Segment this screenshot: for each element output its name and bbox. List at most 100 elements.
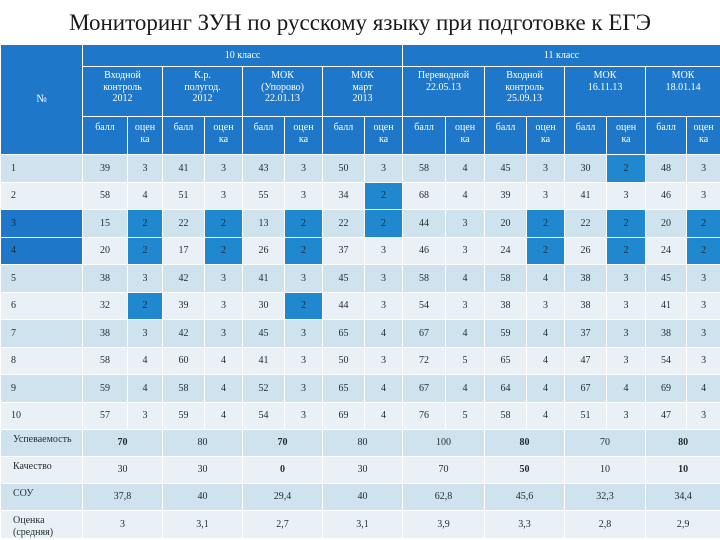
grade-cell: 4 bbox=[445, 181, 486, 210]
score-cell: 24 bbox=[645, 236, 688, 265]
grade-cell: 3 bbox=[204, 181, 243, 210]
grade-cell: 3 bbox=[686, 346, 720, 375]
grade-cell: 2 bbox=[686, 236, 720, 265]
table-row: 9 59 4 58 4 52 3 65 4 67 4 64 4 67 4 69 4 bbox=[0, 374, 720, 403]
summary-value: 40 bbox=[321, 483, 404, 511]
score-cell: 64 bbox=[484, 374, 528, 403]
sub-header-grade-part: ка bbox=[140, 133, 150, 145]
sub-header-grade: оцен ка bbox=[284, 116, 323, 155]
grade-cell: 3 bbox=[526, 181, 566, 210]
sub-header-grade: оцен ка bbox=[686, 116, 720, 155]
grade-cell: 3 bbox=[284, 374, 323, 403]
summary-value: 3,1 bbox=[162, 510, 243, 539]
table-row: 8 58 4 60 4 41 3 50 3 72 5 65 4 47 3 54 3 bbox=[0, 346, 720, 375]
test-header: МОК 16.11.13 bbox=[564, 66, 647, 117]
score-cell: 54 bbox=[242, 401, 285, 430]
summary-value: 80 bbox=[645, 429, 720, 457]
test-header: Входной контроль 2012 bbox=[82, 66, 163, 117]
grade-cell: 3 bbox=[284, 346, 323, 375]
table-row: 6 32 2 39 3 30 2 44 3 54 3 38 3 38 3 41 3 bbox=[0, 291, 720, 320]
sub-header-grade: оцен ка bbox=[526, 116, 566, 155]
sub-header-score: балл bbox=[564, 116, 608, 155]
grade-cell: 4 bbox=[363, 319, 404, 348]
row-number: 6 bbox=[0, 291, 83, 320]
grade-cell: 3 bbox=[526, 291, 566, 320]
summary-label: Успеваемость bbox=[0, 429, 83, 457]
score-cell: 30 bbox=[564, 154, 608, 183]
grade-cell: 2 bbox=[127, 291, 163, 320]
summary-value: 80 bbox=[162, 429, 243, 457]
grade-cell: 4 bbox=[526, 401, 566, 430]
score-cell: 51 bbox=[564, 401, 608, 430]
summary-value: 29,4 bbox=[242, 483, 323, 511]
grade-cell: 2 bbox=[686, 209, 720, 238]
number-header: № bbox=[0, 44, 83, 155]
score-cell: 44 bbox=[402, 209, 447, 238]
grade-cell: 3 bbox=[363, 346, 404, 375]
score-cell: 45 bbox=[484, 154, 528, 183]
sub-header-grade-part: ка bbox=[378, 133, 389, 145]
grade-cell: 3 bbox=[204, 264, 243, 293]
test-header-line: 2012 bbox=[192, 93, 213, 104]
score-cell: 58 bbox=[402, 264, 447, 293]
sub-header-grade-part: ка bbox=[460, 133, 470, 145]
grade-cell: 3 bbox=[204, 154, 243, 183]
grade-cell: 2 bbox=[127, 209, 163, 238]
grade-cell: 2 bbox=[526, 236, 566, 265]
score-cell: 59 bbox=[162, 401, 205, 430]
score-cell: 59 bbox=[484, 319, 528, 348]
score-cell: 41 bbox=[162, 154, 205, 183]
summary-value: 62,8 bbox=[402, 483, 486, 511]
score-cell: 47 bbox=[645, 401, 688, 430]
grade-cell: 3 bbox=[204, 291, 243, 320]
row-number: 10 bbox=[0, 401, 83, 430]
grade-cell: 4 bbox=[526, 374, 566, 403]
summary-value: 80 bbox=[321, 429, 404, 457]
score-cell: 37 bbox=[322, 236, 365, 265]
row-number: 3 bbox=[0, 209, 83, 238]
score-cell: 38 bbox=[564, 264, 608, 293]
score-cell: 43 bbox=[242, 154, 285, 183]
sub-header-grade-part: оцен bbox=[615, 122, 637, 133]
score-cell: 32 bbox=[82, 291, 128, 320]
row-number: 1 bbox=[0, 154, 83, 183]
score-cell: 20 bbox=[484, 209, 528, 238]
grade-cell: 2 bbox=[127, 236, 163, 265]
sub-header-grade-part: ка bbox=[218, 133, 229, 145]
grade-cell: 4 bbox=[526, 319, 566, 348]
grade-cell: 3 bbox=[363, 236, 404, 265]
grade-cell: 3 bbox=[445, 291, 486, 320]
summary-value: 70 bbox=[242, 429, 323, 457]
score-cell: 57 bbox=[82, 401, 128, 430]
score-cell: 54 bbox=[402, 291, 447, 320]
grade-cell: 4 bbox=[204, 401, 243, 430]
summary-value: 70 bbox=[82, 429, 163, 457]
score-cell: 20 bbox=[82, 236, 128, 265]
score-cell: 46 bbox=[402, 236, 447, 265]
summary-value: 70 bbox=[564, 429, 647, 457]
sub-header-grade-part: ка bbox=[298, 133, 309, 145]
summary-value: 45,6 bbox=[484, 483, 566, 511]
row-number: 7 bbox=[0, 319, 83, 348]
test-header-line: МОК bbox=[593, 70, 617, 81]
summary-value: 3,9 bbox=[402, 510, 486, 539]
score-cell: 42 bbox=[162, 319, 205, 348]
score-cell: 60 bbox=[162, 346, 205, 375]
score-cell: 24 bbox=[484, 236, 528, 265]
grade-cell: 3 bbox=[363, 291, 404, 320]
grade-cell: 4 bbox=[686, 374, 720, 403]
grade-cell: 2 bbox=[204, 236, 243, 265]
score-cell: 45 bbox=[322, 264, 365, 293]
sub-header-grade: оцен ка bbox=[445, 116, 486, 155]
test-header-line: МОК bbox=[671, 70, 695, 81]
sub-header-grade-part: оцен bbox=[693, 122, 714, 133]
grade-cell: 3 bbox=[606, 181, 647, 210]
score-cell: 58 bbox=[402, 154, 447, 183]
table-row: 4 20 2 17 2 26 2 37 3 46 3 24 2 26 2 24 2 bbox=[0, 236, 720, 265]
sub-header-score: балл bbox=[322, 116, 365, 155]
grade-cell: 3 bbox=[127, 401, 163, 430]
grade-cell: 3 bbox=[204, 319, 243, 348]
test-header-line: МОК bbox=[351, 70, 374, 81]
sub-header-grade-part: оцен bbox=[373, 122, 394, 133]
